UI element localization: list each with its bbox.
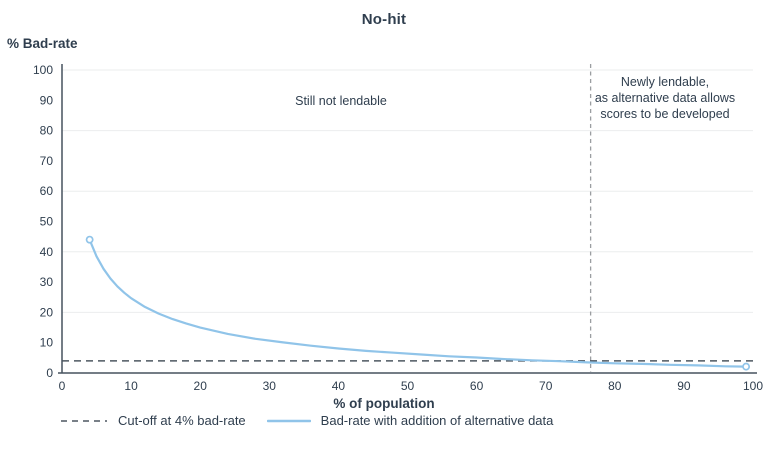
y-tick-label: 0 <box>46 366 53 380</box>
y-tick-label: 60 <box>40 184 54 198</box>
annotation-still-not-lendable: Still not lendable <box>295 94 387 108</box>
legend-label-cutoff: Cut-off at 4% bad-rate <box>118 413 246 428</box>
x-tick-label: 20 <box>194 379 208 393</box>
legend-label-bad-rate: Bad-rate with addition of alternative da… <box>320 413 554 428</box>
y-tick-label: 90 <box>40 93 54 107</box>
y-tick-label: 10 <box>40 336 54 350</box>
legend-item-bad-rate: Bad-rate with addition of alternative da… <box>266 413 554 428</box>
x-tick-label: 10 <box>124 379 138 393</box>
y-tick-label: 50 <box>40 215 54 229</box>
x-tick-label: 30 <box>263 379 277 393</box>
x-tick-label: 70 <box>539 379 553 393</box>
chart-title: No-hit <box>361 11 407 28</box>
curve-endpoint-marker <box>85 235 94 244</box>
x-axis-title: % of population <box>333 396 435 411</box>
dashed-line-sample-icon <box>61 419 107 422</box>
y-tick-label: 70 <box>40 154 54 168</box>
legend: Cut-off at 4% bad-rate Bad-rate with add… <box>60 413 553 428</box>
y-axis-title: % Bad-rate <box>7 36 78 51</box>
curve-endpoint-marker <box>742 362 751 371</box>
x-tick-label: 40 <box>332 379 346 393</box>
legend-item-cutoff: Cut-off at 4% bad-rate <box>60 413 246 428</box>
x-tick-label: 60 <box>470 379 484 393</box>
x-tick-label: 0 <box>59 379 66 393</box>
y-tick-label: 20 <box>40 305 54 319</box>
x-tick-label: 100 <box>743 379 763 393</box>
y-tick-label: 40 <box>40 245 54 259</box>
x-tick-label: 90 <box>677 379 691 393</box>
x-tick-label: 50 <box>401 379 415 393</box>
y-tick-label: 80 <box>40 124 54 138</box>
bad-rate-curve <box>88 238 748 368</box>
solid-line-sample-icon <box>266 419 311 422</box>
x-tick-label: 80 <box>608 379 622 393</box>
y-tick-label: 100 <box>33 63 53 77</box>
y-tick-label: 30 <box>40 275 54 289</box>
annotation-newly-lendable: Newly lendable, as alternative data allo… <box>594 75 736 121</box>
